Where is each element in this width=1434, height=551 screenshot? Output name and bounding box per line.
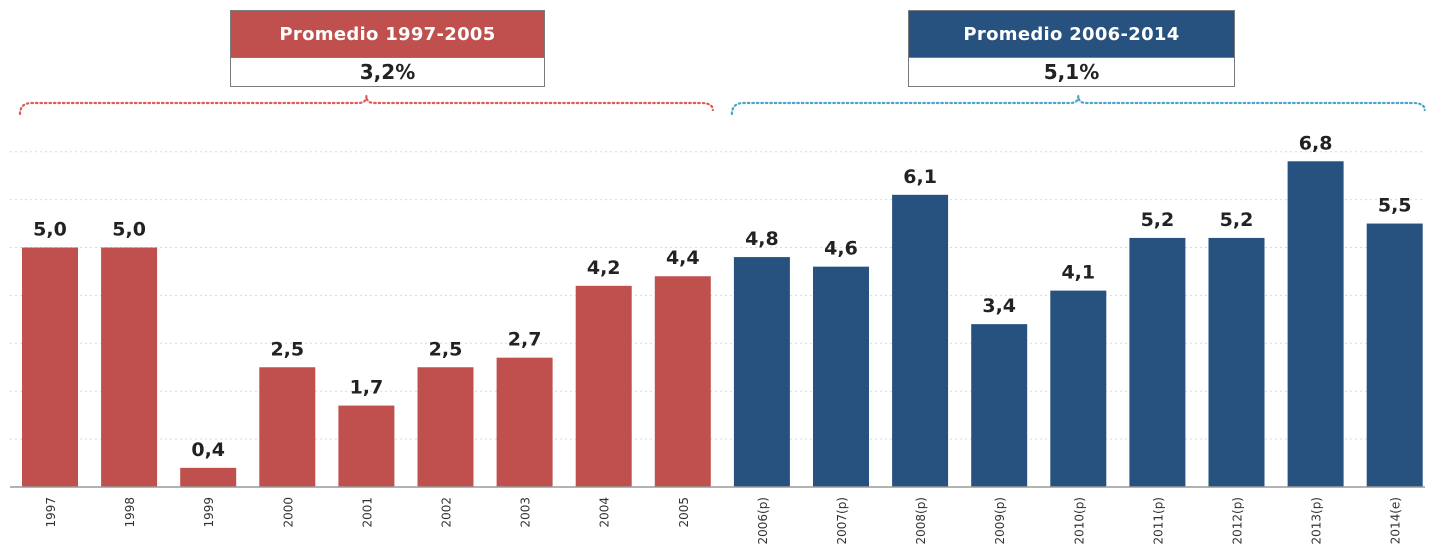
tick-label: 2004 bbox=[598, 497, 612, 528]
data-label: 2,7 bbox=[508, 329, 542, 351]
data-label: 5,2 bbox=[1141, 209, 1175, 231]
data-label: 6,8 bbox=[1299, 132, 1333, 154]
data-label: 1,7 bbox=[350, 377, 384, 399]
data-label: 2,5 bbox=[429, 338, 463, 360]
bar bbox=[1208, 237, 1265, 487]
bar bbox=[1050, 290, 1107, 487]
tick-label: 2003 bbox=[519, 497, 533, 528]
average-box-1997-2005: Promedio 1997-2005 3,2% bbox=[230, 10, 545, 87]
bar bbox=[1366, 223, 1423, 488]
tick-label: 2007(p) bbox=[835, 497, 849, 545]
tick-label: 2011(p) bbox=[1151, 497, 1165, 545]
data-label: 5,0 bbox=[33, 219, 67, 241]
tick-label: 2008(p) bbox=[914, 497, 928, 545]
tick-label: 2001 bbox=[360, 497, 374, 528]
bar bbox=[22, 247, 78, 487]
bar bbox=[496, 357, 553, 487]
bar bbox=[338, 405, 395, 487]
tick-label: 2006(p) bbox=[756, 497, 770, 545]
data-label: 4,8 bbox=[745, 228, 779, 250]
data-label: 0,4 bbox=[191, 439, 225, 461]
tick-label: 2005 bbox=[677, 497, 691, 528]
average-label: Promedio 1997-2005 bbox=[231, 11, 544, 57]
data-label: 5,5 bbox=[1378, 195, 1412, 217]
data-label: 2,5 bbox=[270, 338, 304, 360]
bar bbox=[813, 266, 869, 487]
bar bbox=[733, 257, 790, 487]
tick-label: 2002 bbox=[440, 497, 454, 528]
tick-label: 2014(e) bbox=[1389, 497, 1403, 544]
average-label: Promedio 2006-2014 bbox=[909, 11, 1234, 57]
data-label: 4,1 bbox=[1061, 262, 1095, 284]
average-value: 5,1% bbox=[909, 57, 1234, 86]
data-label: 4,6 bbox=[824, 238, 858, 260]
bar bbox=[417, 367, 474, 487]
tick-label: 2012(p) bbox=[1231, 497, 1245, 545]
bar bbox=[1287, 161, 1344, 487]
data-label: 5,2 bbox=[1220, 209, 1254, 231]
data-label: 5,0 bbox=[112, 219, 146, 241]
tick-label: 1997 bbox=[44, 497, 58, 528]
bar bbox=[1129, 237, 1186, 487]
bar bbox=[101, 247, 158, 487]
tick-label: 2010(p) bbox=[1072, 497, 1086, 545]
period-brace bbox=[18, 95, 714, 116]
bar bbox=[575, 285, 632, 487]
bar bbox=[654, 276, 711, 487]
data-label: 4,4 bbox=[666, 247, 700, 269]
average-box-2006-2014: Promedio 2006-2014 5,1% bbox=[908, 10, 1235, 87]
tick-label: 2013(p) bbox=[1310, 497, 1324, 545]
data-label: 4,2 bbox=[587, 257, 621, 279]
bar bbox=[180, 467, 237, 487]
data-label: 3,4 bbox=[982, 295, 1016, 317]
tick-label: 1999 bbox=[202, 497, 216, 528]
data-label: 6,1 bbox=[903, 166, 937, 188]
average-value: 3,2% bbox=[231, 57, 544, 86]
bar bbox=[259, 367, 316, 487]
bar bbox=[892, 194, 949, 487]
period-brace bbox=[730, 95, 1426, 116]
tick-label: 1998 bbox=[123, 497, 137, 528]
tick-label: 2009(p) bbox=[993, 497, 1007, 545]
tick-label: 2000 bbox=[281, 497, 295, 528]
bar bbox=[971, 324, 1028, 487]
